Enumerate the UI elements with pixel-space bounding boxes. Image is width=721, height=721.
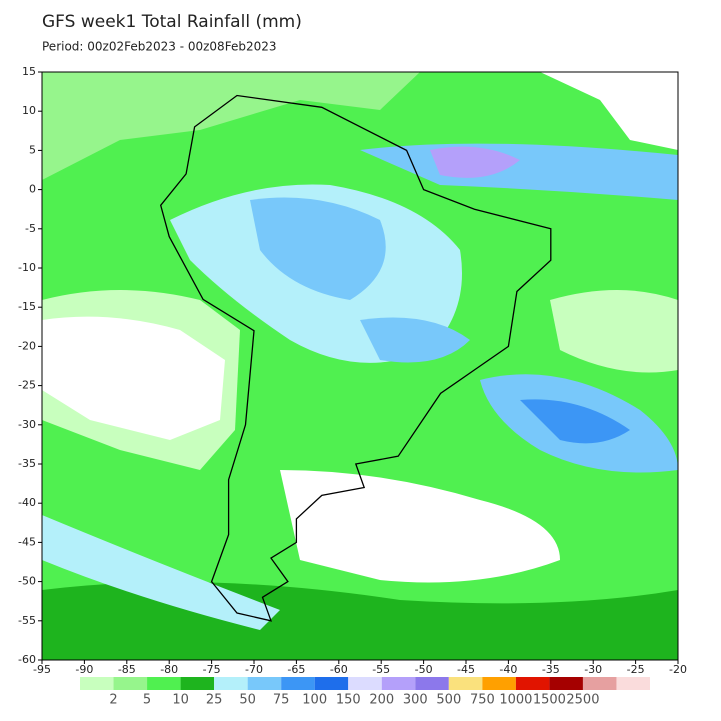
x-tick-label: -40 xyxy=(499,663,517,676)
colorbar-label: 200 xyxy=(369,693,394,708)
colorbar-box xyxy=(381,677,416,690)
colorbar-label: 1000 xyxy=(499,693,532,708)
coastline xyxy=(159,94,552,622)
colorbar-label: 50 xyxy=(239,693,256,708)
x-tick-label: -90 xyxy=(75,663,93,676)
colorbar-box xyxy=(415,677,449,690)
field-wet xyxy=(250,197,386,300)
field-dry xyxy=(280,470,560,583)
colorbar-box xyxy=(314,677,349,690)
colorbar-box xyxy=(515,677,550,690)
field-wet xyxy=(42,515,280,630)
colorbar-box xyxy=(180,677,215,690)
colorbar-label: 100 xyxy=(302,693,327,708)
field-heavy xyxy=(430,146,520,178)
x-tick-label: -70 xyxy=(245,663,263,676)
y-tick-label: -5 xyxy=(25,222,36,235)
plot-frame xyxy=(41,71,679,661)
colorbar-box xyxy=(549,677,583,690)
field-light xyxy=(42,72,420,180)
field-wet xyxy=(360,317,470,363)
y-tick-label: -15 xyxy=(18,300,36,313)
colorbar-label: 150 xyxy=(336,693,361,708)
x-tick-label: -20 xyxy=(669,663,687,676)
y-tick-label: 5 xyxy=(29,143,36,156)
colorbar-box xyxy=(113,677,148,690)
y-tick-label: -10 xyxy=(18,261,36,274)
y-tick-label: 10 xyxy=(22,104,36,117)
colorbar-label: 750 xyxy=(470,693,495,708)
colorbar-label: 2500 xyxy=(566,693,599,708)
y-tick-label: -40 xyxy=(18,496,36,509)
field-dry xyxy=(42,316,225,440)
x-tick-label: -55 xyxy=(372,663,390,676)
y-tick-label: -20 xyxy=(18,339,36,352)
colorbar-box xyxy=(147,677,181,690)
field-light xyxy=(550,290,678,373)
y-tick-label: -60 xyxy=(18,653,36,666)
x-tick-label: -50 xyxy=(415,663,433,676)
x-tick-label: -25 xyxy=(627,663,645,676)
colorbar-label: 1500 xyxy=(533,693,566,708)
x-tick-label: -45 xyxy=(457,663,475,676)
x-tick-label: -85 xyxy=(118,663,136,676)
colorbar-box xyxy=(348,677,382,690)
colorbar-label: 5 xyxy=(143,693,151,708)
colorbar-label: 10 xyxy=(172,693,189,708)
colorbar-label: 2 xyxy=(109,693,117,708)
colorbar-box xyxy=(80,677,114,690)
x-tick-label: -80 xyxy=(160,663,178,676)
y-tick-label: -35 xyxy=(18,457,36,470)
y-tick-label: 0 xyxy=(29,183,36,196)
y-tick-label: -30 xyxy=(18,418,36,431)
colorbar-box xyxy=(247,677,282,690)
y-tick-label: -45 xyxy=(18,535,36,548)
field-heavy xyxy=(520,399,630,444)
x-tick-label: -60 xyxy=(330,663,348,676)
colorbar-box xyxy=(582,677,617,690)
rainfall-field xyxy=(42,72,678,660)
x-tick-label: -30 xyxy=(584,663,602,676)
colorbar: 2 5 10 25 50 75 100 150 200 300 500 750 1000 1500 2500 xyxy=(80,677,650,708)
colorbar-label: 300 xyxy=(403,693,428,708)
x-tick-label: -35 xyxy=(542,663,560,676)
period: Period: 00z02Feb2023 - 00z08Feb2023 xyxy=(42,40,276,54)
colorbar-box xyxy=(448,677,483,690)
x-tick-label: -95 xyxy=(33,663,51,676)
colorbar-box xyxy=(214,677,248,690)
x-tick-label: -75 xyxy=(203,663,221,676)
y-tick-label: 15 xyxy=(22,65,36,78)
title: GFS week1 Total Rainfall (mm) xyxy=(42,12,302,32)
field-dry xyxy=(540,72,678,150)
colorbar-label: 25 xyxy=(206,693,223,708)
colorbar-box xyxy=(616,677,650,690)
colorbar-label: 75 xyxy=(273,693,290,708)
colorbar-box xyxy=(482,677,516,690)
colorbar-box xyxy=(281,677,315,690)
y-tick-label: -55 xyxy=(18,614,36,627)
axes: -95 -90 -85 -80 -75 -70 -65 -60 -55 -50 -45 -40 -35-… xyxy=(18,65,687,676)
y-tick-label: -50 xyxy=(18,575,36,588)
x-tick-label: -65 xyxy=(287,663,305,676)
y-tick-label: -25 xyxy=(18,379,36,392)
colorbar-label: 500 xyxy=(436,693,461,708)
